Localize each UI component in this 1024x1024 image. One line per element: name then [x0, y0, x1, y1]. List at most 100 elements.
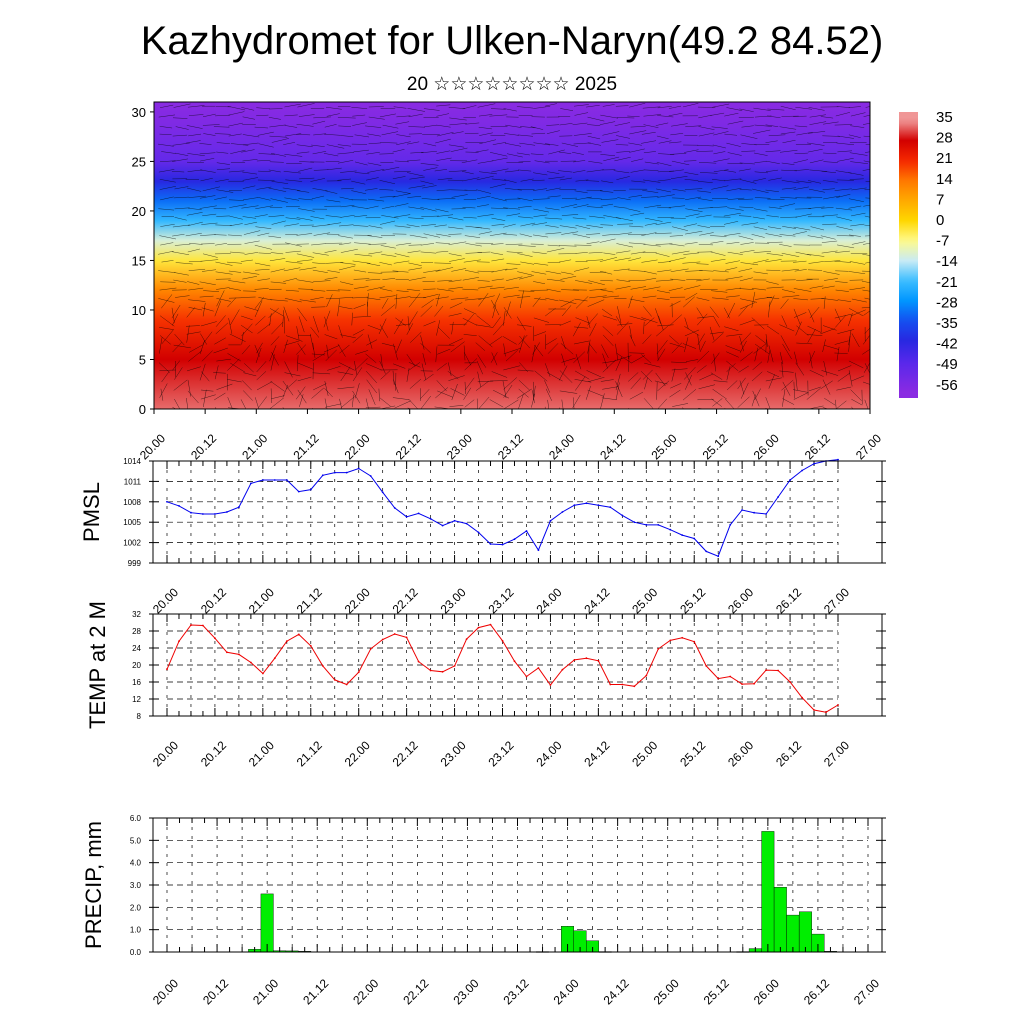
wind-barb — [271, 220, 286, 225]
pmsl-point — [393, 507, 396, 509]
wind-barb — [656, 290, 670, 294]
wind-barb — [684, 188, 703, 190]
wind-barb — [490, 352, 498, 363]
x-tick-label: 23.00 — [450, 976, 481, 1007]
pmsl-point — [525, 530, 528, 532]
wind-barb — [643, 114, 662, 117]
wind-barb — [629, 391, 644, 400]
wind-barb — [366, 297, 381, 301]
temp-point — [489, 623, 492, 626]
wind-barb — [379, 288, 393, 292]
wind-barb — [463, 313, 474, 326]
wind-barb — [503, 207, 521, 210]
wind-barb — [574, 326, 589, 329]
wind-barb — [697, 198, 713, 202]
wind-barb — [337, 117, 356, 119]
temp-point — [813, 709, 815, 711]
wind-barb — [310, 216, 325, 220]
wind-barb — [587, 299, 605, 307]
wind-barb — [603, 156, 620, 162]
wind-barb — [462, 277, 479, 281]
wind-barb — [793, 186, 809, 190]
wind-barb — [228, 199, 244, 201]
wind-barb — [254, 214, 268, 218]
wind-barb — [230, 362, 246, 373]
wind-barb — [724, 307, 731, 319]
wind-barb — [766, 215, 779, 218]
wind-barb — [544, 380, 551, 393]
temp-point — [297, 633, 300, 636]
wind-barb — [820, 380, 833, 390]
wind-barb — [270, 299, 288, 302]
wind-barb — [573, 351, 586, 364]
wind-barb — [476, 175, 494, 181]
wind-barb — [573, 204, 589, 209]
wind-barb — [203, 290, 220, 292]
wind-barb — [726, 366, 731, 381]
wind-barb — [380, 354, 383, 367]
wind-barb — [753, 271, 768, 275]
wind-barb — [672, 226, 688, 231]
wind-barb — [285, 179, 303, 182]
wind-barb — [340, 135, 354, 137]
wind-barb — [257, 131, 274, 136]
wind-barb — [697, 190, 712, 193]
x-tick-label: 25.00 — [629, 738, 660, 769]
wind-barb — [697, 313, 708, 326]
wind-barb — [655, 122, 669, 126]
wind-barb — [725, 345, 741, 352]
wind-barb — [821, 170, 837, 174]
wind-barb — [503, 365, 521, 371]
temp-grid — [166, 614, 839, 716]
wind-barb — [519, 335, 525, 353]
wind-barb — [548, 149, 565, 155]
wind-barb — [462, 177, 480, 182]
wind-barb — [641, 354, 652, 364]
wind-barb — [464, 189, 477, 192]
wind-barb — [516, 316, 526, 331]
wind-barb — [600, 203, 614, 207]
wind-barb — [200, 259, 219, 262]
wind-barb — [613, 268, 630, 272]
wind-barb — [835, 250, 850, 253]
wind-barb — [765, 150, 781, 152]
x-tick-label: 25.12 — [677, 738, 708, 769]
y-tick-label: 28 — [132, 627, 141, 636]
wind-barb — [738, 305, 749, 317]
wind-barb — [614, 257, 631, 261]
wind-barb — [575, 179, 589, 182]
x-tick-label: 24.12 — [581, 585, 612, 616]
wind-barb — [202, 302, 206, 317]
wind-barb — [337, 152, 355, 155]
wind-barb — [765, 160, 780, 164]
wind-barb — [738, 268, 753, 272]
wind-barb — [243, 230, 261, 235]
wind-barb — [159, 369, 176, 371]
wind-barb — [203, 133, 216, 136]
wind-barb — [753, 251, 772, 253]
wind-barb — [615, 144, 629, 146]
wind-barb — [848, 234, 861, 237]
wind-barb — [779, 203, 796, 208]
wind-barb — [436, 214, 454, 217]
pmsl-point — [178, 505, 180, 507]
wind-barb — [741, 125, 754, 128]
wind-barb — [655, 372, 666, 387]
wind-barb — [699, 340, 706, 353]
wind-barb — [836, 216, 852, 221]
wind-barb — [574, 190, 588, 194]
pmsl-grid — [166, 461, 839, 563]
wind-barb — [862, 123, 870, 125]
wind-barb — [408, 362, 421, 368]
wind-barb — [534, 331, 547, 337]
wind-barb — [545, 338, 557, 346]
wind-barb — [338, 265, 356, 271]
wind-barb — [669, 169, 684, 172]
wind-barb — [518, 169, 532, 172]
wind-barb — [461, 159, 478, 164]
wind-barb — [725, 287, 741, 291]
wind-barb — [779, 244, 792, 247]
wind-barb — [159, 104, 174, 108]
wind-barb — [159, 160, 176, 163]
wind-barb — [531, 271, 547, 275]
